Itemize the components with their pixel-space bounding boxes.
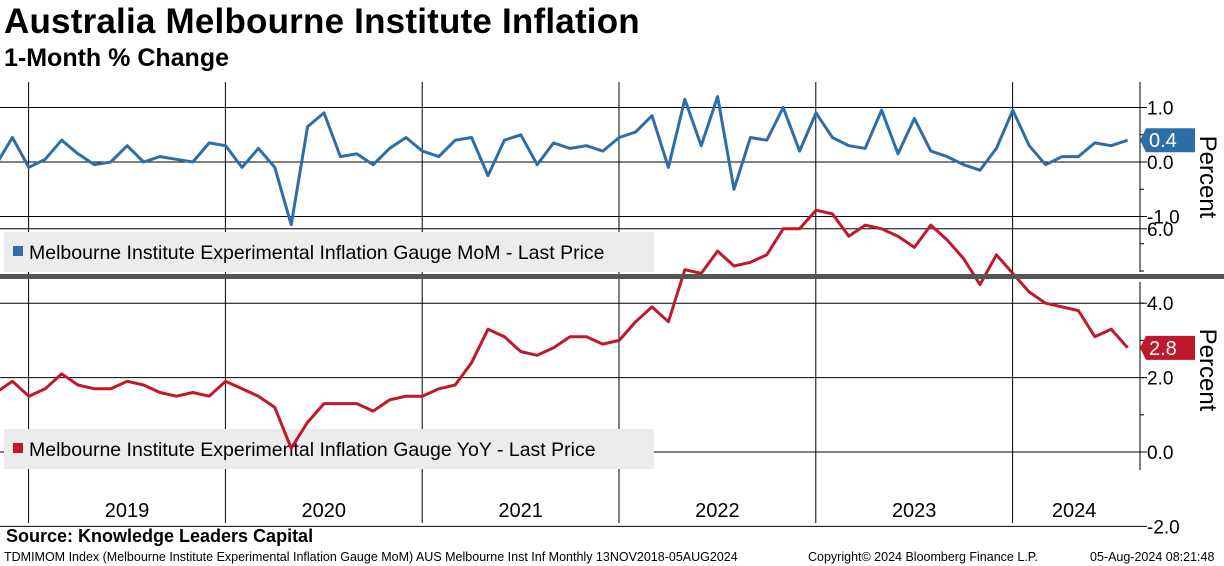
source-note: Source: Knowledge Leaders Capital: [6, 526, 314, 546]
x-tick-label: 2021: [498, 500, 543, 522]
legend-box: [4, 429, 654, 469]
y-tick-label: 4.0: [1147, 294, 1173, 315]
y-tick-label: 1.0: [1147, 99, 1173, 120]
y-tick-label: 0.0: [1147, 443, 1173, 464]
x-tick-label: 2020: [302, 500, 347, 522]
legend-swatch: [13, 246, 23, 256]
x-tick-label: 2019: [105, 500, 150, 522]
series-line-mom: [0, 95, 1129, 227]
ticker-info: TDMIMOM Index (Melbourne Institute Exper…: [4, 550, 738, 564]
copyright-note: Copyright© 2024 Bloomberg Finance L.P.: [808, 550, 1038, 564]
y-axis-title: Percent: [1194, 136, 1221, 219]
legend-label: Melbourne Institute Experimental Inflati…: [29, 439, 596, 461]
legend-swatch: [13, 443, 23, 453]
y-tick-label: -2.0: [1147, 517, 1180, 538]
legend-box: [4, 232, 654, 272]
x-tick-label: 2022: [695, 500, 740, 522]
x-tick-label: 2023: [892, 500, 937, 522]
last-value-flag: [1140, 128, 1195, 153]
y-tick-label: 2.0: [1147, 369, 1173, 390]
y-tick-label: -1.0: [1147, 208, 1180, 229]
timestamp: 05-Aug-2024 08:21:48: [1090, 550, 1215, 564]
panel-separator: [0, 274, 1224, 279]
page-subtitle: 1-Month % Change: [4, 44, 229, 72]
last-value-flag: [1140, 335, 1195, 360]
page-title: Australia Melbourne Institute Inflation: [4, 2, 640, 41]
last-value-label: 2.8: [1149, 338, 1177, 360]
legend-label: Melbourne Institute Experimental Inflati…: [29, 242, 605, 264]
last-value-label: 0.4: [1149, 130, 1177, 152]
y-tick-label: 0.0: [1147, 153, 1173, 174]
x-tick-label: 2024: [1052, 500, 1097, 522]
y-axis-title: Percent: [1194, 329, 1221, 412]
series-line-yoy: [0, 208, 1129, 450]
y-tick-label: 6.0: [1147, 220, 1173, 241]
